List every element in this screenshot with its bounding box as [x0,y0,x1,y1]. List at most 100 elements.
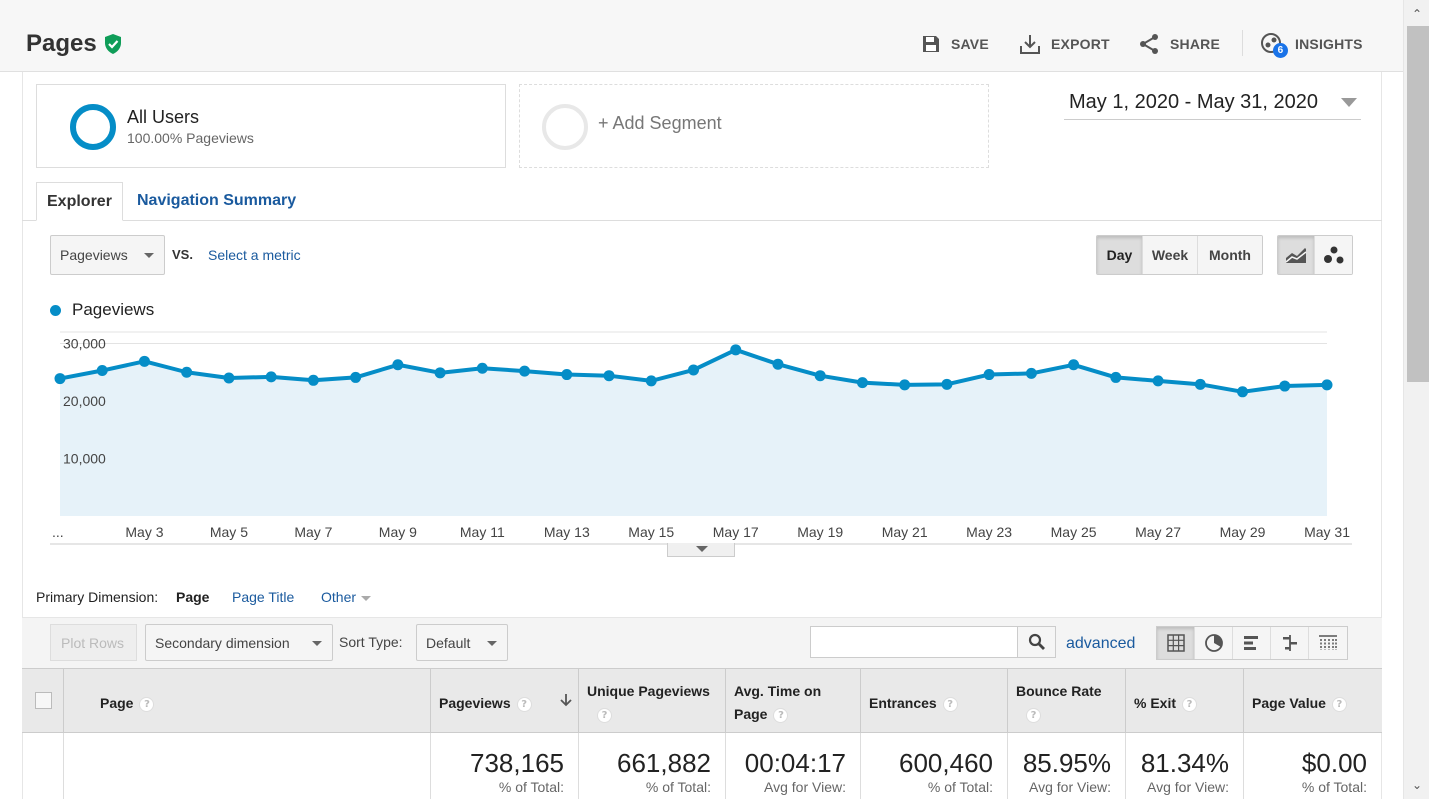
data-point [814,370,826,382]
help-icon[interactable]: ? [773,707,789,723]
vertical-scrollbar[interactable]: ⌃ ⌄ [1403,0,1429,799]
save-button[interactable]: SAVE [921,33,989,55]
chevron-down-icon [696,546,708,552]
column-label: Entrances [869,695,937,711]
x-tick-label: May 11 [460,524,505,540]
data-point [1152,375,1164,387]
tab-explorer[interactable]: Explorer [36,182,123,221]
data-table-view-button[interactable] [1157,627,1195,659]
total-unique-pageviews-cell: 661,882 % of Total: [578,733,725,799]
help-icon[interactable]: ? [942,696,958,712]
week-button[interactable]: Week [1143,236,1198,274]
floppy-disk-icon [923,36,939,52]
x-tick-label: May 15 [628,524,674,540]
data-point [730,344,742,356]
secondary-dimension-dropdown[interactable]: Secondary dimension [145,624,333,661]
dimension-other[interactable]: Other [321,589,372,605]
pageviews-area [60,349,1327,516]
day-button[interactable]: Day [1097,236,1143,274]
x-tick-label: May 3 [125,524,163,540]
total-pageviews-cell: 738,165 % of Total: [430,733,578,799]
tab-navigation-summary[interactable]: Navigation Summary [137,192,297,209]
line-chart-button[interactable] [1278,236,1315,274]
select-all-checkbox[interactable] [35,692,52,709]
insights-button[interactable]: 6 INSIGHTS [1260,32,1363,58]
advanced-filter-link[interactable]: advanced [1066,635,1136,652]
help-icon[interactable]: ? [597,707,612,723]
x-tick-label: May 23 [966,524,1012,540]
column-label: Bounce Rate [1016,683,1102,699]
column-label: Page [100,695,134,711]
total-caption: Avg for View: [764,779,846,795]
column-header-unique-pageviews[interactable]: Unique Pageviews? [578,668,725,733]
chevron-down-icon [1341,98,1357,107]
report-header [0,0,1403,72]
segment-percentage: 100.00% Pageviews [127,130,254,146]
search-button[interactable] [1017,626,1056,658]
plot-rows-button[interactable]: Plot Rows [50,624,137,661]
total-caption: % of Total: [498,779,564,795]
date-range-picker[interactable]: May 1, 2020 - May 31, 2020 [1064,88,1361,120]
comparison-view-button[interactable] [1271,627,1309,659]
data-point [54,373,66,385]
column-header-pageviews[interactable]: Pageviews? [430,668,578,733]
date-range-text: May 1, 2020 - May 31, 2020 [1069,91,1319,113]
column-label: Unique Pageviews [587,683,710,699]
column-header-entrances[interactable]: Entrances? [860,668,1007,733]
column-header-exit[interactable]: % Exit? [1125,668,1243,733]
dimension-page-title[interactable]: Page Title [232,589,295,605]
sort-type-dropdown[interactable]: Default [416,624,508,661]
data-point [645,375,657,387]
metric-selector[interactable]: Pageviews [50,235,165,275]
scrollbar-thumb[interactable] [1407,26,1429,382]
x-tick-label: May 7 [294,524,332,540]
x-tick-label: May 21 [882,524,928,540]
export-button[interactable]: EXPORT [1019,33,1110,55]
help-icon[interactable]: ? [516,696,532,712]
pivot-view-button[interactable] [1309,627,1347,659]
performance-view-button[interactable] [1233,627,1271,659]
select-metric-link[interactable]: Select a metric [208,247,301,263]
segment-all-users[interactable]: All Users 100.00% Pageviews [36,84,506,168]
metric-selected: Pageviews [60,247,128,263]
tabs-divider [22,220,1382,221]
data-point [899,379,911,391]
month-button[interactable]: Month [1198,236,1262,274]
total-value: 661,882 [617,748,711,778]
pie-view-button[interactable] [1195,627,1233,659]
line-chart-icon [1285,248,1307,263]
data-point [603,370,615,382]
help-icon[interactable]: ? [139,696,155,712]
granularity-group: Day Week Month [1096,235,1263,275]
dropdown-caret-icon [312,641,322,646]
scroll-down-icon[interactable]: ⌄ [1411,778,1423,792]
scroll-up-icon[interactable]: ⌃ [1411,7,1423,21]
data-point [772,358,784,370]
total-caption: % of Total: [1301,779,1367,795]
column-label: Avg. Time on Page [734,683,822,722]
insights-label: INSIGHTS [1295,36,1363,52]
y-tick-label: 20,000 [63,393,106,409]
help-icon[interactable]: ? [1182,696,1198,712]
motion-chart-button[interactable] [1315,236,1352,274]
column-header-page-value[interactable]: Page Value? [1243,668,1382,733]
segment-name: All Users [127,107,200,127]
column-header-avg-time[interactable]: Avg. Time on Page? [725,668,860,733]
share-button[interactable]: SHARE [1138,33,1220,55]
help-icon[interactable]: ? [1026,707,1041,723]
x-tick-label: May 9 [379,524,417,540]
download-icon [1020,35,1040,54]
table-search-input[interactable] [810,626,1018,658]
help-icon[interactable]: ? [1331,696,1347,712]
total-value: 85.95% [1022,748,1111,778]
column-header-page[interactable]: Page? [63,668,430,733]
dimension-page[interactable]: Page [176,589,210,605]
column-header-bounce-rate[interactable]: Bounce Rate? [1007,668,1125,733]
export-label: EXPORT [1051,36,1110,52]
data-point [519,365,531,377]
toolbar-divider [1242,30,1243,56]
insights-icon: 6 [1260,32,1288,58]
collapse-chart-button[interactable] [667,543,735,557]
add-segment-button[interactable]: + Add Segment [519,84,989,168]
sort-arrow-down-icon [560,694,572,707]
